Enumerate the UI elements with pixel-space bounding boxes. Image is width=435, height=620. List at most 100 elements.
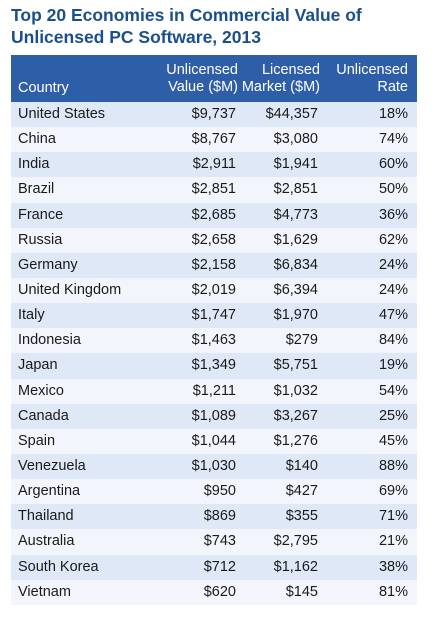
cell-unlicensed-value: $2,658 <box>191 231 236 248</box>
cell-unlicensed-rate: 47% <box>378 307 408 324</box>
table-row: Argentina $950 $427 69% <box>11 479 417 505</box>
header-licensed-market-line2: Market ($M) <box>241 79 320 95</box>
cell-country: Mexico <box>18 382 64 399</box>
cell-unlicensed-value: $1,089 <box>191 407 236 424</box>
cell-country: South Korea <box>18 558 99 575</box>
cell-unlicensed-value: $1,747 <box>191 307 236 324</box>
header-country-label: Country <box>18 80 69 96</box>
cell-licensed-market: $145 <box>285 583 318 600</box>
table-row: Germany $2,158 $6,834 24% <box>11 252 417 278</box>
header-licensed-market-line1: Licensed <box>261 62 320 78</box>
cell-unlicensed-rate: 38% <box>378 558 408 575</box>
table-row: United Kingdom $2,019 $6,394 24% <box>11 277 417 304</box>
cell-unlicensed-rate: 88% <box>378 457 408 474</box>
cell-country: United Kingdom <box>18 281 122 298</box>
cell-unlicensed-value: $2,851 <box>191 181 236 198</box>
cell-country: Canada <box>18 407 69 424</box>
header-country: Country <box>18 80 69 97</box>
cell-country: Vietnam <box>18 583 71 600</box>
title-line-1: Top 20 Economies in Commercial Value of <box>11 5 362 25</box>
cell-licensed-market: $1,276 <box>273 432 318 449</box>
cell-licensed-market: $1,970 <box>273 307 318 324</box>
cell-unlicensed-value: $869 <box>203 508 236 525</box>
cell-unlicensed-value: $2,158 <box>191 256 236 273</box>
cell-country: China <box>18 131 56 148</box>
table-row: Australia $743 $2,795 21% <box>11 529 417 555</box>
cell-unlicensed-rate: 19% <box>378 357 408 374</box>
cell-licensed-market: $1,162 <box>273 558 318 575</box>
cell-unlicensed-rate: 71% <box>378 508 408 525</box>
chart-title: Top 20 Economies in Commercial Value of … <box>11 4 426 48</box>
cell-country: India <box>18 156 50 173</box>
cell-country: France <box>18 206 64 223</box>
cell-unlicensed-rate: 24% <box>378 281 408 298</box>
table-row: France $2,685 $4,773 36% <box>11 202 417 228</box>
cell-unlicensed-rate: 69% <box>378 483 408 500</box>
cell-unlicensed-value: $1,463 <box>191 332 236 349</box>
cell-unlicensed-rate: 36% <box>378 206 408 223</box>
cell-country: Spain <box>18 432 56 449</box>
header-licensed-market: Licensed Market ($M) <box>242 62 320 96</box>
header-unlicensed-value-line2: Value ($M) <box>168 79 238 95</box>
table-header: Country Unlicensed Value ($M) Licensed M… <box>11 55 417 102</box>
cell-country: Thailand <box>18 508 74 525</box>
cell-unlicensed-rate: 45% <box>378 432 408 449</box>
cell-licensed-market: $2,795 <box>273 533 318 550</box>
cell-country: Germany <box>18 256 78 273</box>
cell-licensed-market: $2,851 <box>273 181 318 198</box>
table-row: Venezuela $1,030 $140 88% <box>11 453 417 480</box>
cell-licensed-market: $279 <box>285 332 318 349</box>
cell-unlicensed-value: $620 <box>203 583 236 600</box>
cell-licensed-market: $3,267 <box>273 407 318 424</box>
table-row: South Korea $712 $1,162 38% <box>11 554 417 580</box>
cell-unlicensed-value: $9,737 <box>191 106 236 122</box>
cell-licensed-market: $355 <box>285 508 318 525</box>
cell-unlicensed-rate: 24% <box>378 256 408 273</box>
cell-unlicensed-value: $1,349 <box>191 357 236 374</box>
cell-unlicensed-value: $2,685 <box>191 206 236 223</box>
cell-unlicensed-rate: 54% <box>378 382 408 399</box>
table-row: Italy $1,747 $1,970 47% <box>11 303 417 329</box>
cell-unlicensed-rate: 21% <box>378 533 408 550</box>
cell-licensed-market: $4,773 <box>273 206 318 223</box>
cell-unlicensed-value: $950 <box>203 483 236 500</box>
cell-unlicensed-value: $2,911 <box>192 156 236 173</box>
table-row: Brazil $2,851 $2,851 50% <box>11 177 417 203</box>
cell-licensed-market: $3,080 <box>273 131 318 148</box>
title-line-2: Unlicensed PC Software, 2013 <box>11 27 261 47</box>
cell-licensed-market: $6,834 <box>273 256 318 273</box>
table-row: Spain $1,044 $1,276 45% <box>11 428 417 454</box>
cell-unlicensed-value: $1,030 <box>191 457 236 474</box>
table-row: Russia $2,658 $1,629 62% <box>11 227 417 253</box>
table-row: Japan $1,349 $5,751 19% <box>11 353 417 379</box>
table-body: United States $9,737 $44,357 18% China $8,767… <box>11 102 417 605</box>
cell-unlicensed-rate: 84% <box>378 332 408 349</box>
cell-unlicensed-value: $743 <box>203 533 236 550</box>
cell-unlicensed-rate: 18% <box>378 106 408 122</box>
cell-country: Indonesia <box>18 332 81 349</box>
table-row: United States $9,737 $44,357 18% <box>11 102 417 128</box>
table-row: China $8,767 $3,080 74% <box>11 127 417 153</box>
table-row: Indonesia $1,463 $279 84% <box>11 328 417 354</box>
header-unlicensed-rate: Unlicensed Rate <box>336 62 408 96</box>
cell-licensed-market: $140 <box>285 457 318 474</box>
cell-licensed-market: $1,629 <box>273 231 318 248</box>
table-row: Mexico $1,211 $1,032 54% <box>11 378 417 404</box>
cell-unlicensed-rate: 50% <box>378 181 408 198</box>
cell-licensed-market: $6,394 <box>273 281 318 298</box>
cell-country: Italy <box>18 307 45 324</box>
cell-unlicensed-value: $1,044 <box>191 432 236 449</box>
cell-unlicensed-rate: 25% <box>378 407 408 424</box>
cell-country: Argentina <box>18 483 81 500</box>
header-unlicensed-value: Unlicensed Value ($M) <box>166 62 238 96</box>
cell-unlicensed-value: $712 <box>203 558 236 575</box>
data-table: Country Unlicensed Value ($M) Licensed M… <box>11 55 417 605</box>
cell-unlicensed-rate: 81% <box>378 583 408 600</box>
cell-unlicensed-value: $2,019 <box>191 281 236 298</box>
table-row: Thailand $869 $355 71% <box>11 504 417 530</box>
table-row: India $2,911 $1,941 60% <box>11 152 417 178</box>
cell-unlicensed-value: $1,211 <box>192 382 236 399</box>
header-unlicensed-value-line1: Unlicensed <box>166 62 238 78</box>
table-row: Vietnam $620 $145 81% <box>11 579 417 605</box>
